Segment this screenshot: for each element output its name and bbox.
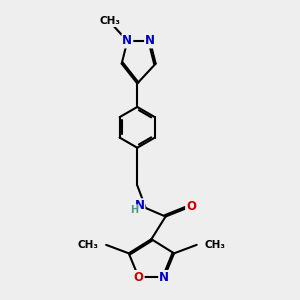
Text: O: O [186,200,196,213]
Text: N: N [145,34,155,47]
Text: N: N [134,199,145,212]
Text: N: N [122,34,132,47]
Text: H: H [130,205,138,215]
Text: CH₃: CH₃ [100,16,121,26]
Text: CH₃: CH₃ [205,240,226,250]
Text: CH₃: CH₃ [77,240,98,250]
Text: N: N [159,271,169,284]
Text: O: O [134,271,144,284]
